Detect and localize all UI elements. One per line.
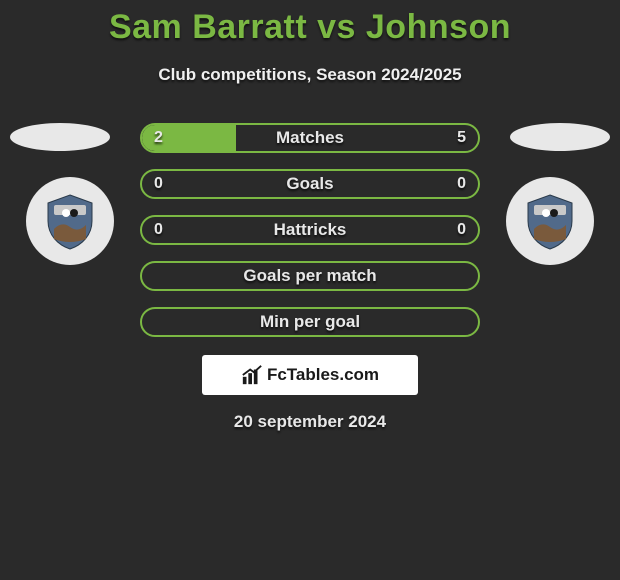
page-title: Sam Barratt vs Johnson bbox=[0, 0, 620, 47]
stat-label: Goals bbox=[286, 174, 333, 194]
brand-badge[interactable]: FcTables.com bbox=[202, 355, 418, 395]
stat-value-left: 0 bbox=[154, 221, 163, 239]
stat-value-right: 0 bbox=[457, 221, 466, 239]
player-oval-right bbox=[510, 123, 610, 151]
stat-value-left: 0 bbox=[154, 175, 163, 193]
shield-icon bbox=[520, 191, 580, 251]
stat-label: Matches bbox=[276, 128, 344, 148]
club-crest-right bbox=[506, 177, 594, 265]
date-text: 20 september 2024 bbox=[0, 412, 620, 432]
stat-row: Min per goal bbox=[140, 307, 480, 337]
brand-text: FcTables.com bbox=[267, 365, 379, 385]
stat-label: Min per goal bbox=[260, 312, 360, 332]
shield-icon bbox=[40, 191, 100, 251]
stat-value-right: 5 bbox=[457, 129, 466, 147]
page-subtitle: Club competitions, Season 2024/2025 bbox=[0, 65, 620, 85]
stat-row: Goals per match bbox=[140, 261, 480, 291]
club-crest-left bbox=[26, 177, 114, 265]
bars-icon bbox=[241, 364, 263, 386]
player-oval-left bbox=[10, 123, 110, 151]
stat-value-left: 2 bbox=[154, 129, 163, 147]
stat-value-right: 0 bbox=[457, 175, 466, 193]
comparison-card: Sam Barratt vs Johnson Club competitions… bbox=[0, 0, 620, 580]
stat-row: 2 Matches 5 bbox=[140, 123, 480, 153]
stat-row: 0 Hattricks 0 bbox=[140, 215, 480, 245]
stat-row: 0 Goals 0 bbox=[140, 169, 480, 199]
stat-label: Hattricks bbox=[274, 220, 347, 240]
stat-label: Goals per match bbox=[243, 266, 376, 286]
stats-list: 2 Matches 5 0 Goals 0 0 Hattricks 0 Goals per mat… bbox=[140, 123, 480, 353]
